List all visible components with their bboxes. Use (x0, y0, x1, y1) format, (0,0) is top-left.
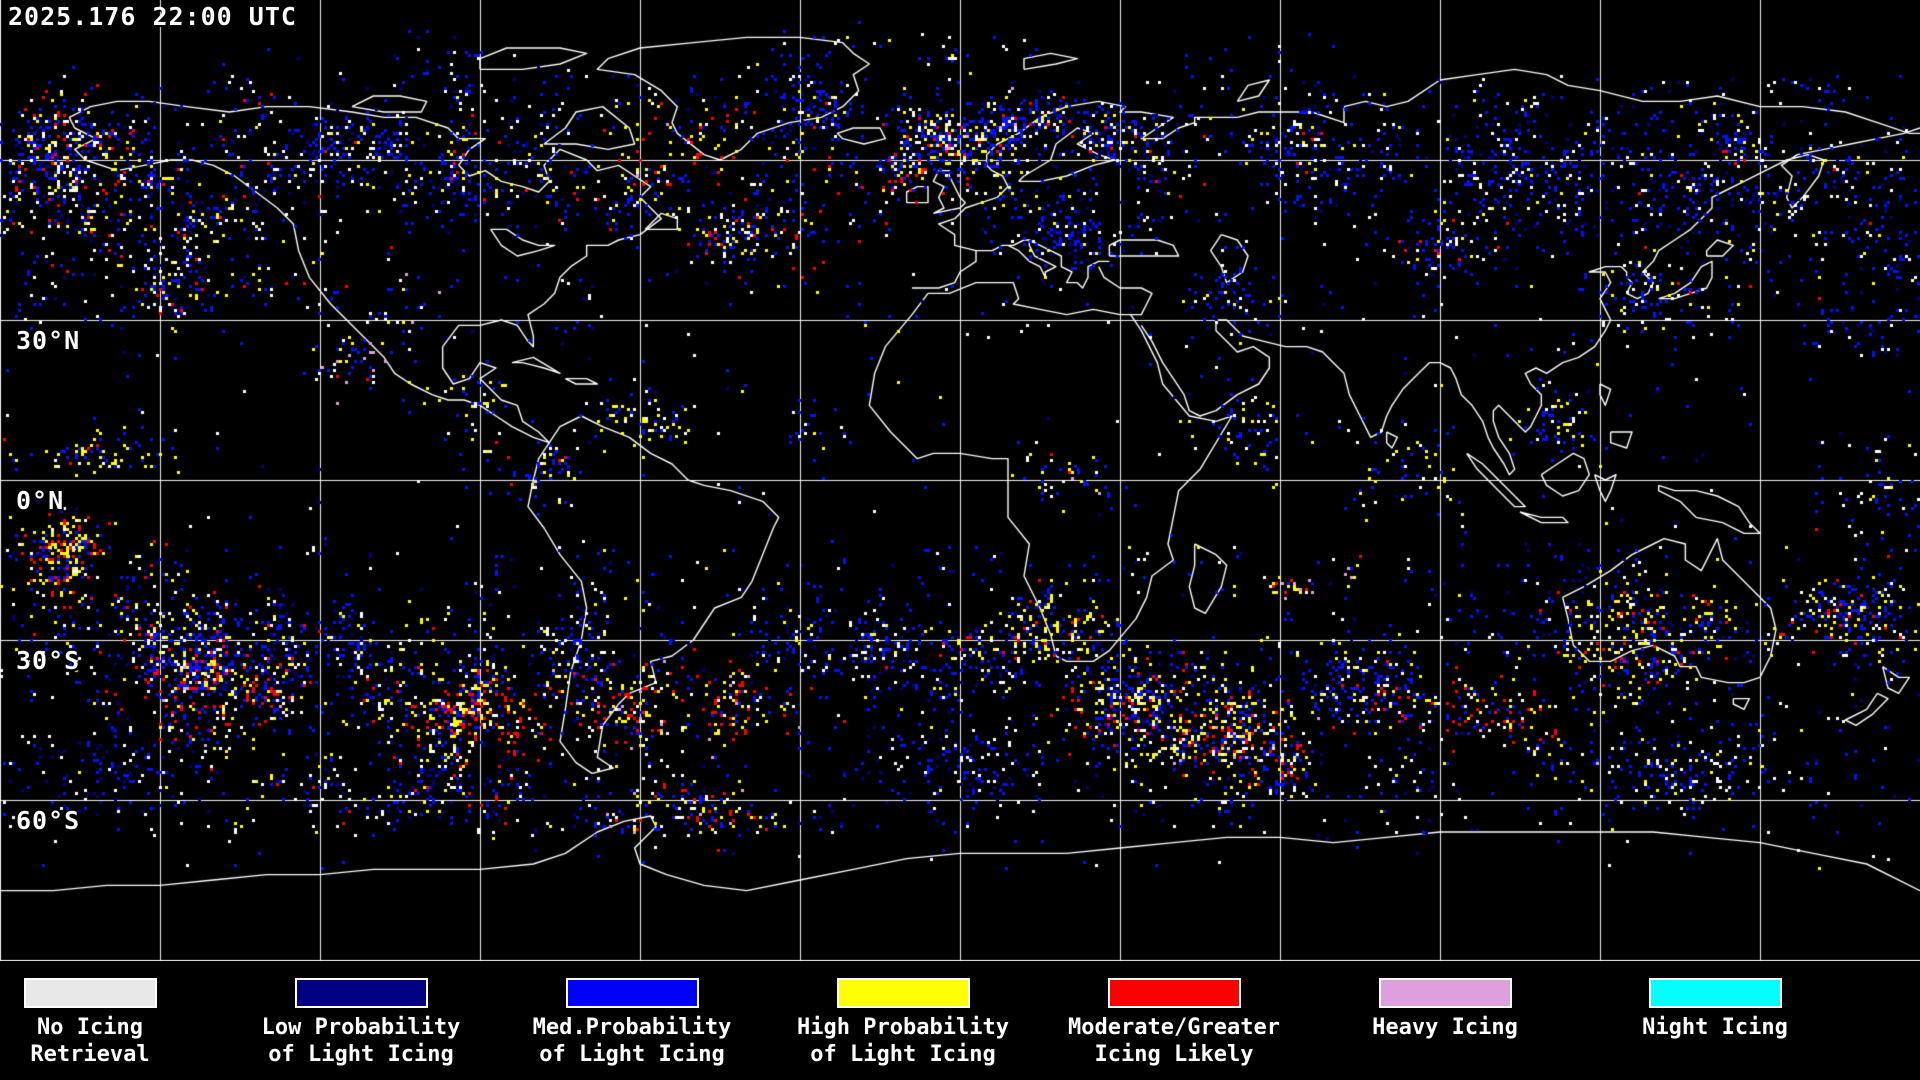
legend-label: Night Icing (1595, 1014, 1835, 1041)
legend-label-line: Night Icing (1642, 1015, 1788, 1040)
legend-label-line: Low Probability (261, 1015, 461, 1040)
latitude-label: 30°N (16, 326, 81, 355)
legend-label-line: Moderate/Greater (1068, 1015, 1280, 1040)
legend-label-line: of Light Icing (810, 1042, 996, 1067)
legend-label: No Icing Retrieval (0, 1014, 210, 1068)
latitude-label: 30°S (16, 646, 81, 675)
legend-label-line: High Probability (797, 1015, 1009, 1040)
legend-item-med-prob-light-icing: Med.Probability of Light Icing (512, 961, 752, 1068)
legend-label: High Probability of Light Icing (783, 1014, 1023, 1068)
legend-label: Heavy Icing (1325, 1014, 1565, 1041)
legend-item-no-icing-retrieval: No Icing Retrieval (0, 961, 210, 1068)
legend-label-line: Med.Probability (532, 1015, 732, 1040)
legend-label-line: Icing Likely (1094, 1042, 1254, 1067)
legend-swatch-no-icing-retrieval (23, 978, 157, 1008)
legend-item-high-prob-light-icing: High Probability of Light Icing (783, 961, 1023, 1068)
world-icing-map-canvas (0, 0, 1920, 961)
legend-label-line: of Light Icing (268, 1042, 454, 1067)
legend-label-line: Heavy Icing (1372, 1015, 1518, 1040)
legend-item-night-icing: Night Icing (1595, 961, 1835, 1041)
legend-swatch-high-prob-light-icing (836, 978, 970, 1008)
legend-item-low-prob-light-icing: Low Probability of Light Icing (241, 961, 481, 1068)
legend: No Icing Retrieval Low Probability of Light… (0, 961, 1920, 1080)
latitude-label: 60°S (16, 806, 81, 835)
legend-label-line: of Light Icing (539, 1042, 725, 1067)
legend-label: Moderate/Greater Icing Likely (1054, 1014, 1294, 1068)
legend-swatch-med-prob-light-icing (565, 978, 699, 1008)
legend-label-line: No Icing (37, 1015, 143, 1040)
legend-swatch-heavy-icing (1378, 978, 1512, 1008)
legend-label: Med.Probability of Light Icing (512, 1014, 752, 1068)
legend-swatch-night-icing (1648, 978, 1782, 1008)
legend-label-line: Retrieval (30, 1042, 150, 1067)
legend-swatch-moderate-greater-icing (1107, 978, 1241, 1008)
legend-label: Low Probability of Light Icing (241, 1014, 481, 1068)
legend-item-heavy-icing: Heavy Icing (1325, 961, 1565, 1041)
legend-swatch-low-prob-light-icing (294, 978, 428, 1008)
timestamp-label: 2025.176 22:00 UTC (8, 2, 297, 31)
latitude-label: 0°N (16, 486, 65, 515)
legend-item-moderate-greater-icing: Moderate/Greater Icing Likely (1054, 961, 1294, 1068)
